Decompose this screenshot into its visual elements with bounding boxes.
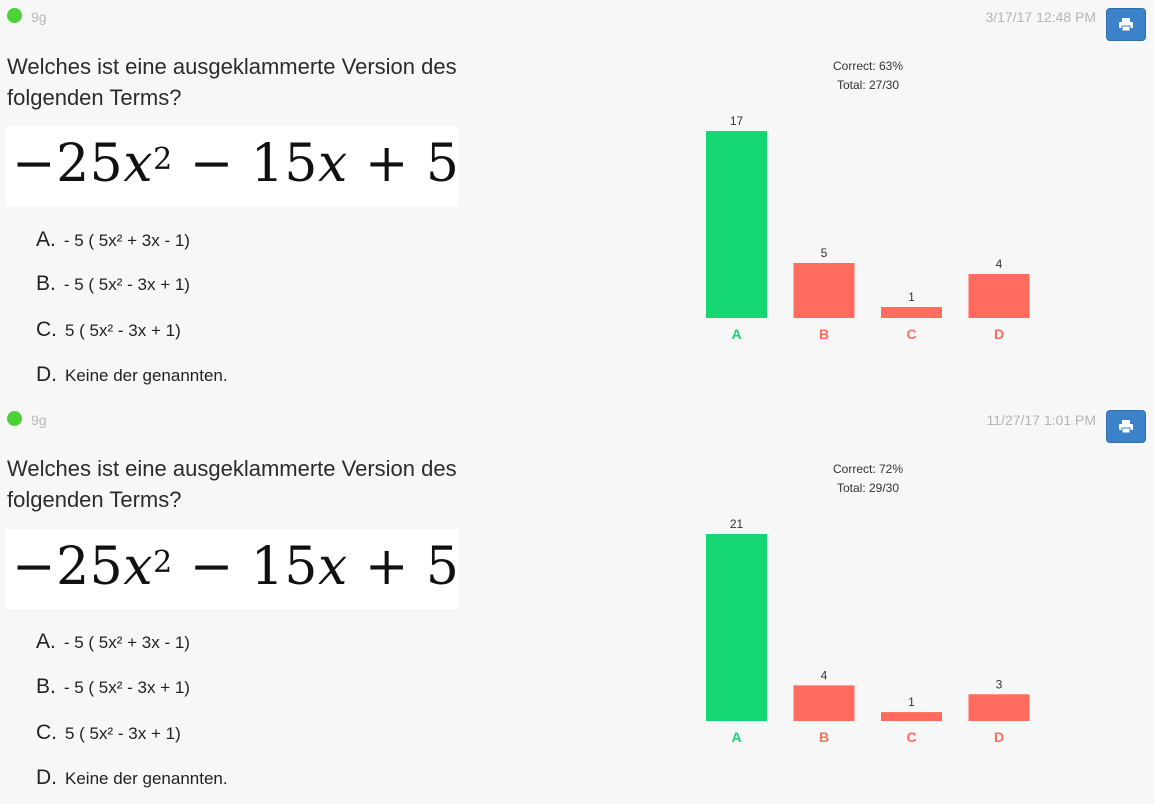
category-label: D: [994, 729, 1004, 745]
bar-d: [968, 274, 1030, 318]
results-chart-1: 17 A 5 B 1 C 4 D: [706, 114, 1030, 342]
option-text: - 5 ( 5x² - 3x + 1): [63, 678, 190, 697]
option-letter: D.: [36, 363, 57, 386]
bar-value-label: 17: [730, 114, 744, 128]
option-letter: C.: [36, 721, 57, 744]
print-button[interactable]: [1106, 410, 1146, 443]
question-text: Welches ist eine ausgeklammerte Version …: [7, 54, 457, 110]
category-label: A: [731, 729, 741, 745]
option-letter: B.: [36, 272, 56, 295]
stats-summary: Correct: 63% Total: 27/30: [808, 57, 928, 95]
bar-value-label: 1: [908, 290, 915, 304]
bar-value-label: 21: [730, 517, 744, 531]
question-card-1: 9g 3/17/17 12:48 PM Welches ist eine aus…: [6, 8, 1146, 387]
category-label: B: [819, 326, 829, 342]
correct-percent: Correct: 72%: [832, 462, 904, 476]
bar-a: [706, 131, 767, 318]
print-button[interactable]: [1106, 8, 1146, 41]
option-letter: C.: [36, 318, 57, 341]
option-c: C. 5 ( 5x² - 3x + 1): [36, 721, 181, 745]
print-icon: [1119, 420, 1133, 433]
option-d: D. Keine der genannten.: [36, 766, 228, 790]
formula-var: x: [123, 134, 154, 194]
category-label: C: [906, 326, 916, 342]
stats-summary: Correct: 72% Total: 29/30: [808, 460, 928, 498]
formula-image: −25x2 − 15x + 5: [6, 126, 460, 206]
option-a: A. - 5 ( 5x² + 3x - 1): [36, 228, 190, 252]
category-label: B: [819, 729, 829, 745]
option-text: Keine der genannten.: [65, 769, 228, 788]
formula-mid: − 15: [172, 537, 318, 597]
bar-d: [968, 694, 1030, 721]
formula-exp: 2: [153, 142, 173, 177]
bar-value-label: 5: [821, 246, 828, 260]
option-text: Keine der genannten.: [65, 366, 228, 385]
total-count: Total: 27/30: [836, 78, 900, 92]
total-count: Total: 29/30: [836, 481, 900, 495]
group-label: 9g: [31, 9, 47, 25]
bar-value-label: 4: [821, 668, 828, 682]
bar-value-label: 1: [908, 695, 915, 709]
print-icon: [1119, 18, 1133, 31]
question-card-2: 9g 11/27/17 1:01 PM Welches ist eine aus…: [0, 402, 1154, 804]
formula: −25x2 − 15x + 5: [12, 537, 460, 597]
bar-c: [881, 307, 942, 318]
category-label: C: [906, 729, 916, 745]
option-text: 5 ( 5x² - 3x + 1): [65, 321, 181, 340]
formula-var2: x: [317, 537, 348, 597]
formula-var2: x: [317, 134, 348, 194]
bar-value-label: 3: [996, 677, 1003, 691]
option-d: D. Keine der genannten.: [36, 363, 228, 387]
formula-exp: 2: [153, 545, 173, 580]
option-letter: A.: [36, 630, 56, 653]
formula-mid: − 15: [172, 134, 318, 194]
bar-value-label: 4: [996, 257, 1003, 271]
option-c: C. 5 ( 5x² - 3x + 1): [36, 318, 181, 342]
category-label: D: [994, 326, 1004, 342]
bar-c: [881, 712, 942, 721]
option-text: - 5 ( 5x² + 3x - 1): [63, 633, 190, 652]
option-letter: A.: [36, 228, 56, 251]
option-letter: D.: [36, 766, 57, 789]
group-label: 9g: [31, 412, 47, 428]
formula: −25x2 − 15x + 5: [12, 134, 460, 194]
results-chart-2: 21 A 4 B 1 C 3 D: [706, 517, 1030, 745]
status-dot-icon: [7, 411, 22, 426]
bar-b: [793, 685, 855, 721]
option-text: - 5 ( 5x² - 3x + 1): [63, 275, 190, 294]
correct-percent: Correct: 63%: [832, 59, 904, 73]
question-text: Welches ist eine ausgeklammerte Version …: [7, 456, 457, 512]
option-text: - 5 ( 5x² + 3x - 1): [63, 231, 190, 250]
formula-coef: −25: [12, 537, 124, 597]
formula-tail: + 5: [347, 537, 460, 597]
category-label: A: [731, 326, 741, 342]
formula-tail: + 5: [347, 134, 460, 194]
bar-b: [793, 263, 855, 318]
option-b: B. - 5 ( 5x² - 3x + 1): [36, 675, 190, 699]
status-dot-icon: [7, 8, 22, 23]
formula-var: x: [123, 537, 154, 597]
bar-a: [706, 534, 767, 721]
timestamp: 3/17/17 12:48 PM: [985, 9, 1096, 25]
option-text: 5 ( 5x² - 3x + 1): [65, 724, 181, 743]
formula-image: −25x2 − 15x + 5: [6, 529, 460, 609]
timestamp: 11/27/17 1:01 PM: [986, 412, 1096, 428]
option-a: A. - 5 ( 5x² + 3x - 1): [36, 630, 190, 654]
formula-coef: −25: [12, 134, 124, 194]
option-b: B. - 5 ( 5x² - 3x + 1): [36, 272, 190, 296]
option-letter: B.: [36, 675, 56, 698]
